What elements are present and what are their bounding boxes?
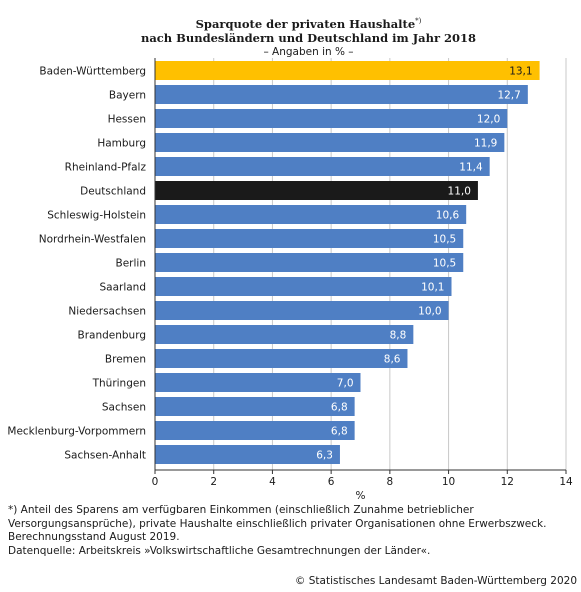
chart-title-line-1: Sparquote der privaten Haushalte*): [195, 16, 422, 31]
x-tick-label: 2: [210, 476, 217, 488]
footnote: *) Anteil des Sparens am verfügbaren Ein…: [8, 504, 578, 558]
bar: [155, 109, 508, 128]
value-label: 11,9: [474, 138, 497, 150]
value-label: 10,6: [436, 210, 460, 222]
category-label: Brandenburg: [77, 330, 146, 342]
bar: [155, 85, 528, 104]
category-label: Bremen: [105, 354, 146, 366]
value-label: 6,3: [316, 450, 333, 462]
category-label: Saarland: [99, 282, 146, 294]
x-tick-label: 4: [269, 476, 276, 488]
bar: [155, 133, 505, 152]
footnote-line-4: Datenquelle: Arbeitskreis »Volkswirtscha…: [8, 544, 431, 557]
bar: [155, 277, 452, 296]
category-label: Niedersachsen: [68, 306, 146, 318]
bar: [155, 205, 467, 224]
value-label: 11,0: [448, 186, 471, 198]
x-tick-label: 0: [152, 476, 159, 488]
bar: [155, 301, 449, 320]
bar: [155, 181, 478, 200]
category-label: Bayern: [109, 90, 146, 102]
category-label: Hessen: [108, 114, 146, 126]
category-label: Mecklenburg-Vorpommern: [7, 426, 146, 438]
value-label: 7,0: [337, 378, 354, 390]
bar-chart: Baden-Württemberg 13,1 Bayern 12,7 Hessen 12,…: [7, 58, 573, 500]
x-tick-label: 12: [501, 476, 514, 488]
bar: [155, 445, 340, 464]
value-label: 13,1: [509, 66, 532, 78]
chart-title-block: Sparquote der privaten Haushalte*) nach …: [0, 14, 581, 59]
x-tick-label: 8: [387, 476, 394, 488]
bar: [155, 421, 355, 440]
category-label: Sachsen: [102, 402, 146, 414]
bar: [155, 253, 464, 272]
bar: [155, 397, 355, 416]
category-label: Rheinland-Pfalz: [65, 162, 147, 174]
bar: [155, 61, 540, 80]
x-tick-label: 6: [328, 476, 335, 488]
bar: [155, 157, 490, 176]
category-label: Hamburg: [97, 138, 146, 150]
category-label: Berlin: [116, 258, 146, 270]
category-label: Nordrhein-Westfalen: [39, 234, 146, 246]
value-label: 8,8: [390, 330, 407, 342]
copyright: © Statistisches Landesamt Baden-Württemb…: [294, 575, 577, 587]
category-label: Baden-Württemberg: [39, 66, 146, 78]
chart-subtitle: – Angaben in % –: [263, 45, 354, 58]
value-label: 10,1: [421, 282, 444, 294]
category-label: Deutschland: [80, 186, 146, 198]
value-label: 10,5: [433, 234, 456, 246]
value-label: 10,5: [433, 258, 456, 270]
value-label: 11,4: [459, 162, 483, 174]
title-footnote-marker: *): [415, 17, 422, 25]
category-label: Schleswig-Holstein: [47, 210, 146, 222]
footnote-line-1: *) Anteil des Sparens am verfügbaren Ein…: [8, 504, 474, 516]
value-label: 8,6: [384, 354, 401, 366]
bar: [155, 373, 361, 392]
category-label: Thüringen: [92, 378, 146, 390]
category-label: Sachsen-Anhalt: [64, 450, 146, 462]
value-label: 12,7: [497, 90, 520, 102]
bar: [155, 349, 408, 368]
chart-title-line-2: nach Bundesländern und Deutschland im Ja…: [140, 30, 477, 45]
x-tick-label: 10: [442, 476, 455, 488]
footnote-line-3: Berechnungsstand August 2019.: [8, 531, 180, 543]
x-axis-label: %: [356, 490, 366, 500]
x-tick-label: 14: [559, 476, 573, 488]
value-label: 12,0: [477, 114, 500, 126]
footnote-line-2: Versorgungsansprüche), private Haushalte…: [8, 517, 547, 530]
value-label: 10,0: [418, 306, 441, 318]
value-label: 6,8: [331, 426, 348, 438]
value-label: 6,8: [331, 402, 348, 414]
bar: [155, 325, 414, 344]
bar: [155, 229, 464, 248]
